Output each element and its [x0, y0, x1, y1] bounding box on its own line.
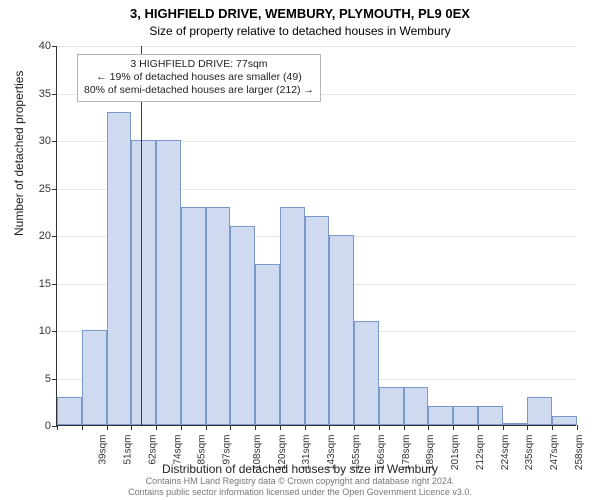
bar: [181, 207, 206, 426]
bar: [354, 321, 379, 426]
footer-line1: Contains HM Land Registry data © Crown c…: [0, 476, 600, 487]
xtick-label: 62sqm: [147, 435, 158, 465]
bar: [329, 235, 354, 425]
bar: [107, 112, 132, 426]
bar: [305, 216, 330, 425]
bar: [552, 416, 577, 426]
ytick-label: 0: [45, 420, 51, 432]
bar: [57, 397, 82, 426]
xtick-label: 97sqm: [222, 435, 233, 465]
xtick-label: 74sqm: [172, 435, 183, 465]
annotation-line2: ← 19% of detached houses are smaller (49…: [84, 71, 314, 84]
footer-line2: Contains public sector information licen…: [0, 487, 600, 498]
bar: [230, 226, 255, 426]
annotation-line1: 3 HIGHFIELD DRIVE: 77sqm: [84, 58, 314, 71]
chart-title: 3, HIGHFIELD DRIVE, WEMBURY, PLYMOUTH, P…: [0, 6, 600, 21]
xtick-label: 39sqm: [98, 435, 109, 465]
bars-group: [57, 46, 576, 425]
bar: [206, 207, 231, 426]
bar: [428, 406, 453, 425]
ytick-label: 30: [39, 135, 51, 147]
bar: [404, 387, 429, 425]
xtick-label: 51sqm: [123, 435, 134, 465]
footer-attribution: Contains HM Land Registry data © Crown c…: [0, 476, 600, 499]
xtick-label: 85sqm: [197, 435, 208, 465]
bar: [379, 387, 404, 425]
bar: [131, 140, 156, 425]
annotation-line3: 80% of semi-detached houses are larger (…: [84, 84, 314, 97]
ytick-label: 35: [39, 88, 51, 100]
y-axis-label: Number of detached properties: [12, 71, 26, 236]
bar: [527, 397, 552, 426]
bar: [503, 423, 528, 425]
bar: [255, 264, 280, 426]
ytick-label: 20: [39, 230, 51, 242]
ytick-label: 10: [39, 325, 51, 337]
annotation-box: 3 HIGHFIELD DRIVE: 77sqm ← 19% of detach…: [77, 54, 321, 102]
ytick-label: 25: [39, 183, 51, 195]
bar: [478, 406, 503, 425]
marker-line: [141, 46, 142, 425]
bar: [82, 330, 107, 425]
histogram-plot: 3 HIGHFIELD DRIVE: 77sqm ← 19% of detach…: [56, 46, 576, 426]
ytick-label: 15: [39, 278, 51, 290]
bar: [156, 140, 181, 425]
x-axis-label: Distribution of detached houses by size …: [0, 462, 600, 476]
bar: [280, 207, 305, 426]
bar: [453, 406, 478, 425]
ytick-label: 5: [45, 373, 51, 385]
chart-subtitle: Size of property relative to detached ho…: [0, 24, 600, 38]
ytick-label: 40: [39, 40, 51, 52]
